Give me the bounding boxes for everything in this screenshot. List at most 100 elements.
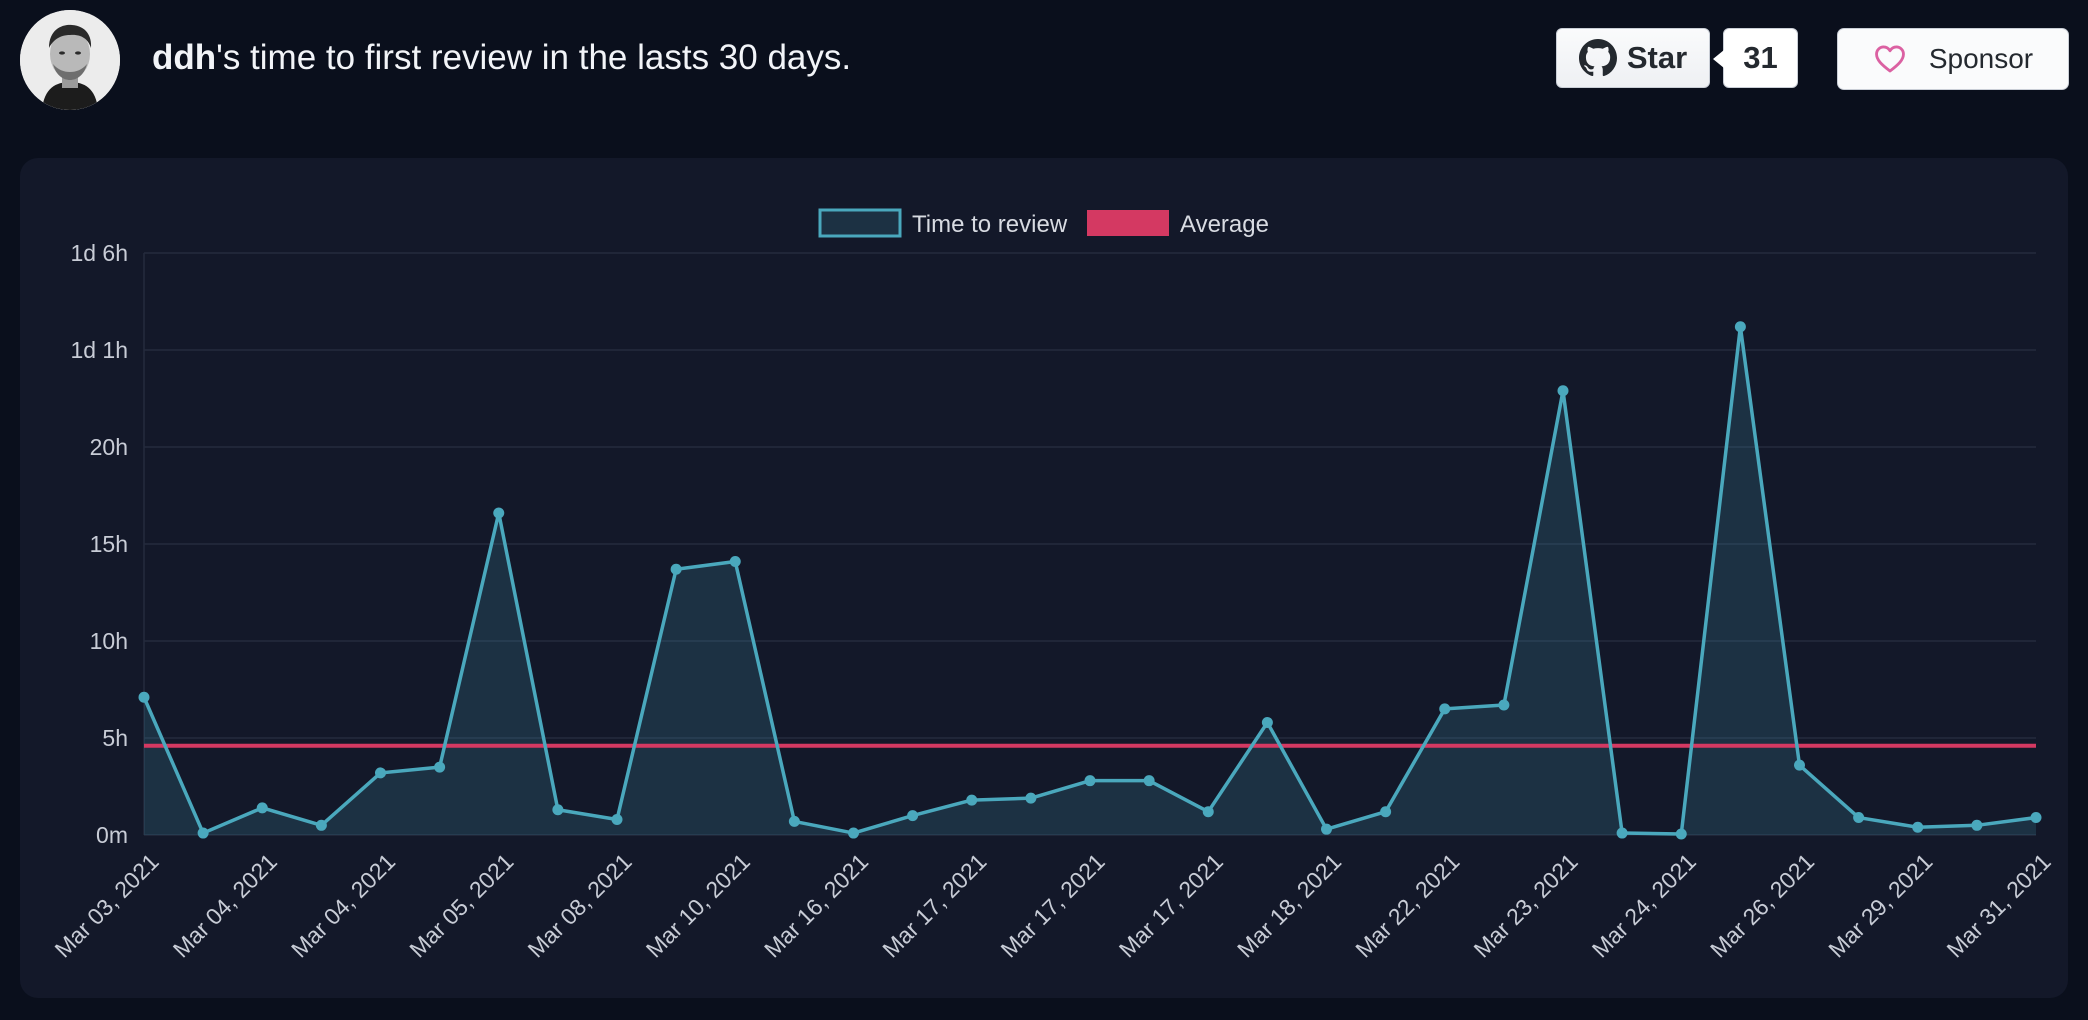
- username-label: ddh: [152, 38, 217, 77]
- data-point[interactable]: [1380, 806, 1392, 818]
- star-count-badge[interactable]: 31: [1713, 28, 1798, 88]
- legend-swatch-average[interactable]: [1087, 210, 1169, 236]
- legend-label-average[interactable]: Average: [1180, 211, 1269, 238]
- y-tick-label: 15h: [90, 531, 128, 557]
- data-point[interactable]: [315, 819, 327, 831]
- sponsor-button[interactable]: Sponsor: [1837, 28, 2069, 90]
- x-tick-label: Mar 17, 2021: [996, 848, 1110, 962]
- chart-legend: Time to review Average: [818, 208, 1269, 238]
- x-tick-label: Mar 05, 2021: [404, 848, 518, 962]
- data-point[interactable]: [1971, 819, 1983, 831]
- y-tick-label: 1d 1h: [70, 337, 128, 363]
- github-star-button[interactable]: Star: [1556, 28, 1710, 88]
- x-tick-label: Mar 08, 2021: [523, 848, 637, 962]
- header: ddh's time to first review in the lasts …: [0, 0, 2088, 140]
- star-count-value: 31: [1743, 40, 1778, 75]
- data-point[interactable]: [1143, 775, 1155, 787]
- x-tick-label: Mar 04, 2021: [168, 848, 282, 962]
- data-point[interactable]: [1616, 827, 1628, 839]
- chart-area: [144, 326, 2036, 835]
- x-tick: Mar 26, 2021: [1705, 848, 1819, 962]
- x-tick-label: Mar 18, 2021: [1232, 848, 1346, 962]
- star-button-label: Star: [1626, 40, 1688, 75]
- x-tick: Mar 18, 2021: [1232, 848, 1346, 962]
- data-point[interactable]: [138, 691, 150, 703]
- x-tick-label: Mar 24, 2021: [1587, 848, 1701, 962]
- data-point[interactable]: [1912, 821, 1924, 833]
- sponsor-button-label: Sponsor: [1928, 43, 2034, 74]
- x-tick-label: Mar 29, 2021: [1823, 848, 1937, 962]
- x-tick: Mar 17, 2021: [1114, 848, 1228, 962]
- x-tick-label: Mar 26, 2021: [1705, 848, 1819, 962]
- x-tick: Mar 16, 2021: [759, 848, 873, 962]
- data-point[interactable]: [729, 555, 741, 567]
- x-tick: Mar 31, 2021: [1942, 848, 2056, 962]
- x-tick-label: Mar 23, 2021: [1469, 848, 1583, 962]
- avatar: [20, 10, 120, 110]
- data-point[interactable]: [1794, 759, 1805, 771]
- data-point[interactable]: [1557, 385, 1569, 397]
- data-point[interactable]: [434, 761, 446, 773]
- x-tick: Mar 10, 2021: [641, 848, 755, 962]
- data-point[interactable]: [2030, 812, 2042, 824]
- heart-outline-icon: [1874, 45, 1905, 73]
- data-point[interactable]: [1321, 823, 1332, 835]
- data-point[interactable]: [375, 767, 386, 779]
- github-mark-icon: [1578, 39, 1617, 77]
- page-title-text: 's time to first review in the lasts 30 …: [216, 38, 852, 77]
- data-point[interactable]: [907, 810, 919, 822]
- x-tick: Mar 24, 2021: [1587, 848, 1701, 962]
- data-point[interactable]: [256, 802, 268, 814]
- data-point[interactable]: [493, 507, 505, 519]
- legend-label-time-to-review[interactable]: Time to review: [912, 211, 1068, 238]
- data-point[interactable]: [966, 794, 978, 806]
- data-point[interactable]: [1025, 792, 1037, 804]
- x-tick: Mar 23, 2021: [1469, 848, 1583, 962]
- x-tick: Mar 04, 2021: [168, 848, 282, 962]
- data-point[interactable]: [1675, 828, 1687, 840]
- data-point[interactable]: [670, 563, 682, 575]
- x-tick: Mar 29, 2021: [1823, 848, 1937, 962]
- legend-swatch-time-to-review[interactable]: [818, 208, 902, 238]
- time-to-review-area: [144, 326, 2036, 835]
- x-tick-label: Mar 17, 2021: [1114, 848, 1228, 962]
- data-point[interactable]: [1734, 321, 1746, 333]
- x-tick: Mar 22, 2021: [1350, 848, 1464, 962]
- x-tick-label: Mar 04, 2021: [286, 848, 400, 962]
- x-tick: Mar 08, 2021: [523, 848, 637, 962]
- x-axis-labels: Mar 03, 2021 Mar 04, 2021 Mar 04, 2021 Mar …: [50, 848, 2056, 962]
- data-point[interactable]: [1202, 806, 1214, 818]
- y-tick-label: 20h: [90, 434, 128, 460]
- x-tick: Mar 17, 2021: [877, 848, 991, 962]
- x-tick-label: Mar 03, 2021: [50, 848, 164, 962]
- data-point[interactable]: [1498, 699, 1510, 711]
- data-point[interactable]: [611, 813, 623, 825]
- chart-points: [138, 321, 2042, 840]
- data-point[interactable]: [848, 827, 859, 839]
- data-point[interactable]: [1084, 775, 1096, 787]
- x-tick: Mar 03, 2021: [50, 848, 164, 962]
- x-tick: Mar 17, 2021: [996, 848, 1110, 962]
- page-title: ddh's time to first review in the lasts …: [152, 38, 851, 78]
- data-point[interactable]: [1439, 703, 1451, 715]
- chart-grid: [143, 252, 2036, 836]
- data-point[interactable]: [788, 815, 800, 827]
- data-point[interactable]: [1853, 812, 1865, 824]
- data-point[interactable]: [552, 804, 564, 816]
- y-axis-labels: 0m 5h 10h 15h 20h 1d 1h 1d 6h: [70, 240, 128, 848]
- x-tick-label: Mar 10, 2021: [641, 848, 755, 962]
- x-tick: Mar 05, 2021: [404, 848, 518, 962]
- x-tick: Mar 04, 2021: [286, 848, 400, 962]
- x-tick-label: Mar 17, 2021: [877, 848, 991, 962]
- y-tick-label: 0m: [96, 822, 128, 848]
- x-tick-label: Mar 31, 2021: [1942, 848, 2056, 962]
- y-tick-label: 1d 6h: [70, 240, 128, 266]
- x-tick-label: Mar 22, 2021: [1350, 848, 1464, 962]
- chart-card: 0m 5h 10h 15h 20h 1d 1h 1d 6h Mar 03, 2021 Mar …: [20, 158, 2068, 998]
- data-point[interactable]: [1261, 716, 1273, 728]
- y-tick-label: 5h: [102, 725, 128, 751]
- data-point[interactable]: [197, 827, 209, 839]
- x-tick-label: Mar 16, 2021: [759, 848, 873, 962]
